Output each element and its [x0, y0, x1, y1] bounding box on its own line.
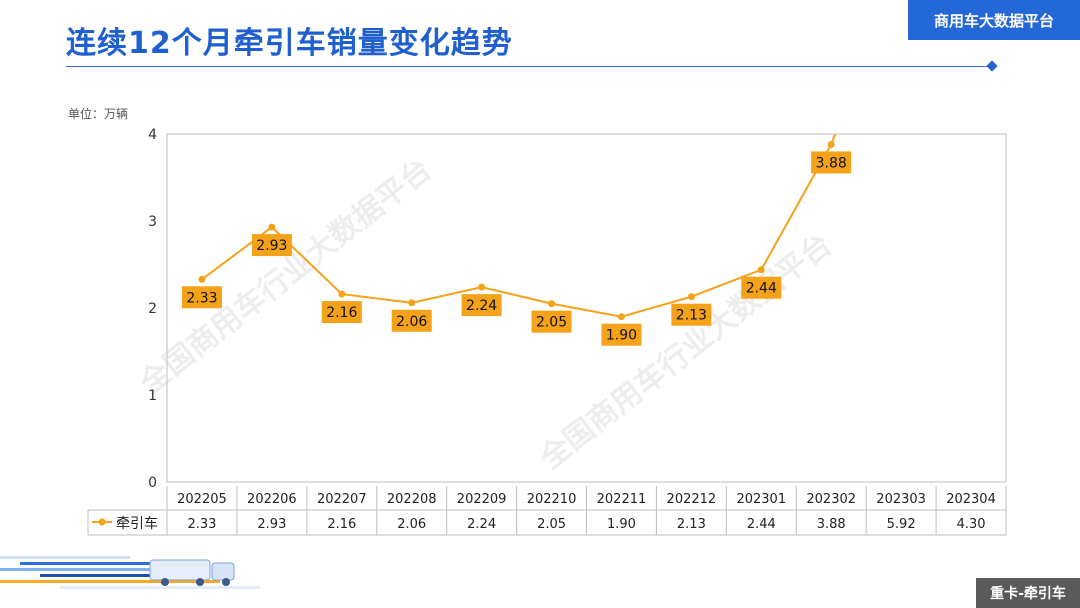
truck-wheel — [222, 578, 230, 586]
data-label-box — [181, 286, 222, 309]
decor-stripe — [0, 556, 130, 559]
watermark-2: 全国商用车行业大数据平台 — [533, 227, 839, 477]
table-value: 2.06 — [397, 517, 426, 532]
x-tick-label: 202302 — [806, 492, 856, 507]
table-value: 2.24 — [467, 517, 496, 532]
y-tick-label: 4 — [148, 127, 157, 143]
data-point — [198, 275, 206, 283]
legend-marker — [98, 518, 106, 526]
plot-area-border — [166, 133, 1007, 483]
x-tick-label: 202212 — [667, 492, 717, 507]
data-label: 3.88 — [816, 155, 847, 171]
truck-wheel — [161, 578, 169, 586]
data-point — [827, 140, 835, 148]
series-line — [201, 134, 837, 318]
data-point — [338, 290, 346, 298]
watermark-1: 全国商用车行业大数据平台 — [133, 152, 439, 402]
data-label: 2.24 — [466, 298, 497, 314]
data-label: 2.05 — [536, 315, 567, 331]
data-point — [408, 299, 416, 307]
x-tick-label: 202209 — [457, 492, 507, 507]
data-point — [757, 266, 765, 274]
table-value: 2.05 — [537, 517, 566, 532]
x-tick-label: 202206 — [247, 492, 297, 507]
decor-stripe — [40, 574, 200, 577]
data-label-box — [321, 301, 362, 324]
data-label-box — [391, 309, 432, 332]
data-label: 2.16 — [326, 305, 357, 321]
data-label-box — [251, 234, 292, 257]
truck-cab — [211, 562, 235, 581]
x-tick-label: 202207 — [317, 492, 367, 507]
decor-stripe — [0, 568, 180, 571]
data-label: 2.06 — [396, 314, 427, 330]
data-label: 1.90 — [606, 328, 637, 344]
page-title: 连续12个月牵引车销量变化趋势 — [66, 26, 513, 61]
x-tick-label: 202208 — [387, 492, 437, 507]
data-label-box — [671, 303, 712, 326]
data-label-box — [811, 151, 852, 174]
platform-badge: 商用车大数据平台 — [908, 0, 1080, 40]
truck-wheel — [196, 578, 204, 586]
data-label: 2.13 — [676, 308, 707, 324]
x-tick-label: 202303 — [876, 492, 926, 507]
data-label-box — [601, 323, 642, 346]
decor-stripe — [20, 562, 170, 565]
x-tick-label: 202304 — [946, 492, 996, 507]
table-value: 2.13 — [677, 517, 706, 532]
table-value: 2.16 — [327, 517, 356, 532]
series-group — [198, 104, 975, 321]
table-value: 2.33 — [187, 517, 216, 532]
table-value: 3.88 — [817, 517, 846, 532]
y-tick-label: 3 — [148, 214, 157, 230]
legend-label: 牵引车 — [116, 515, 158, 532]
x-tick-label: 202205 — [177, 492, 227, 507]
data-label: 2.33 — [186, 290, 217, 306]
truck-decoration — [0, 556, 260, 589]
data-point — [617, 313, 625, 321]
y-tick-label: 0 — [148, 475, 157, 491]
data-label-box — [461, 294, 502, 317]
table-value: 2.44 — [747, 517, 776, 532]
data-label-box — [741, 276, 782, 299]
x-tick-label: 202301 — [736, 492, 786, 507]
data-point — [268, 223, 276, 231]
title-underline — [66, 66, 992, 67]
table-value: 5.92 — [887, 517, 916, 532]
data-point — [478, 283, 486, 291]
data-point — [548, 300, 556, 308]
data-label-box — [531, 310, 572, 333]
category-tag: 重卡-牵引车 — [976, 578, 1080, 608]
decor-stripe — [60, 586, 260, 589]
x-tick-label: 202210 — [527, 492, 577, 507]
table-value: 2.93 — [257, 517, 286, 532]
data-label: 2.44 — [746, 281, 777, 297]
data-label: 2.93 — [256, 238, 287, 254]
y-tick-label: 2 — [148, 301, 157, 317]
data-point — [968, 104, 975, 111]
unit-label: 单位：万辆 — [68, 107, 129, 121]
decor-stripe — [0, 580, 220, 583]
x-tick-label: 202211 — [597, 492, 647, 507]
table-value: 1.90 — [607, 517, 636, 532]
truck-trailer — [149, 559, 211, 581]
y-tick-label: 1 — [148, 388, 157, 404]
table-value: 4.30 — [957, 517, 986, 532]
data-point — [687, 293, 695, 301]
